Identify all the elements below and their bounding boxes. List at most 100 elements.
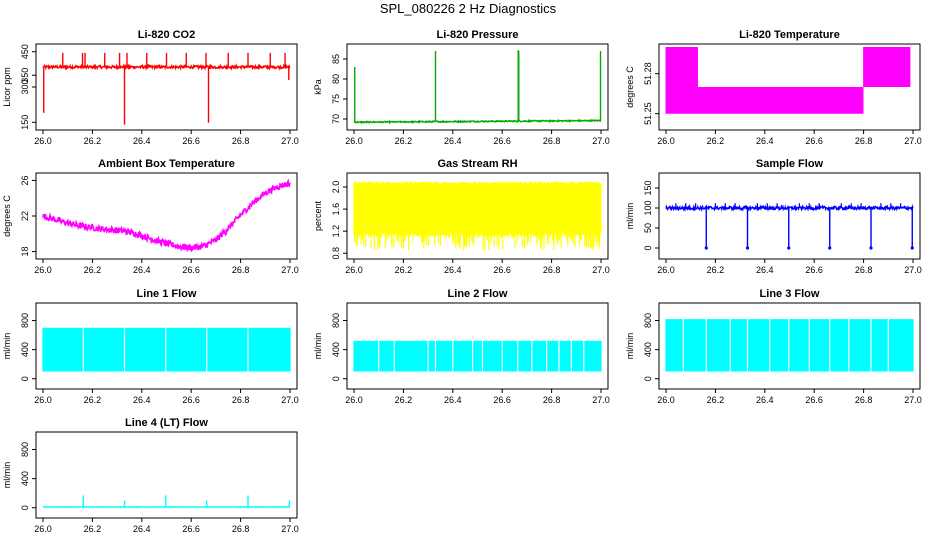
y-tick-label: 400 bbox=[20, 342, 30, 357]
x-tick-label: 27.0 bbox=[592, 395, 610, 405]
x-tick-label: 26.0 bbox=[345, 395, 363, 405]
y-tick-label: 80 bbox=[331, 74, 341, 84]
series-line bbox=[42, 52, 291, 125]
x-tick-label: 26.2 bbox=[84, 395, 102, 405]
y-tick-label: 800 bbox=[331, 313, 341, 328]
x-tick-label: 26.6 bbox=[805, 395, 823, 405]
y-tick-label: 26 bbox=[20, 175, 30, 185]
x-tick-label: 26.0 bbox=[345, 136, 363, 146]
x-tick-label: 26.4 bbox=[756, 395, 774, 405]
plot-frame bbox=[658, 302, 921, 390]
y-tick-label: 51.28 bbox=[643, 62, 653, 85]
x-tick-label: 26.2 bbox=[707, 395, 725, 405]
x-tick-label: 26.2 bbox=[84, 136, 102, 146]
x-tick-label: 26.4 bbox=[444, 395, 462, 405]
y-tick-label: 0 bbox=[20, 505, 30, 510]
dip-point bbox=[704, 246, 708, 250]
plot-frame bbox=[35, 431, 298, 519]
y-axis-label: ml/min bbox=[625, 203, 635, 230]
chart-title: Line 3 Flow bbox=[760, 288, 820, 300]
y-tick-label: 1.2 bbox=[331, 225, 341, 238]
x-tick-label: 26.0 bbox=[657, 265, 675, 275]
x-tick-label: 26.0 bbox=[657, 136, 675, 146]
plot-frame bbox=[346, 172, 609, 260]
plot-frame bbox=[658, 172, 921, 260]
chart-panel-2: Li-820 Pressure kPa 26.0 26.2 26.4 26.6 26.8 27… bbox=[313, 29, 610, 146]
y-tick-label: 85 bbox=[331, 54, 341, 64]
chart-title: Line 1 Flow bbox=[137, 288, 197, 300]
y-axis-label: ml/min bbox=[625, 333, 635, 360]
chart-panel-4: Ambient Box Temperature degrees C 26.0 26.2… bbox=[2, 158, 299, 275]
chart-panel-8: Line 2 Flow ml/min 26.0 26.2 26.4 26.6 26.8 27.… bbox=[313, 288, 610, 405]
dip-point bbox=[869, 246, 873, 250]
y-tick-label: 150 bbox=[20, 115, 30, 130]
y-axis-label: ml/min bbox=[2, 333, 12, 360]
y-tick-label: 300 bbox=[20, 79, 30, 94]
y-axis-label: percent bbox=[313, 200, 323, 231]
x-tick-label: 27.0 bbox=[592, 136, 610, 146]
chart-title: Line 4 (LT) Flow bbox=[125, 417, 208, 429]
x-tick-label: 27.0 bbox=[281, 395, 299, 405]
x-tick-label: 26.8 bbox=[543, 136, 561, 146]
chart-title: Sample Flow bbox=[756, 158, 824, 170]
plot-frame bbox=[346, 302, 609, 390]
chart-title: Ambient Box Temperature bbox=[98, 158, 235, 170]
x-tick-label: 26.4 bbox=[133, 265, 151, 275]
y-tick-label: 22 bbox=[20, 211, 30, 221]
x-tick-label: 26.6 bbox=[182, 265, 200, 275]
x-tick-label: 26.4 bbox=[444, 265, 462, 275]
chart-panel-1: Li-820 CO2 Licor ppm 26.0 26.2 26.4 26.6 26.8 2… bbox=[2, 29, 299, 146]
plot-frame bbox=[35, 302, 298, 390]
series-line bbox=[665, 318, 914, 373]
x-tick-label: 26.6 bbox=[805, 265, 823, 275]
series-line bbox=[665, 203, 914, 250]
x-tick-label: 26.8 bbox=[855, 136, 873, 146]
x-tick-label: 26.0 bbox=[34, 136, 52, 146]
y-tick-label: 800 bbox=[643, 313, 653, 328]
y-axis-label: kPa bbox=[313, 79, 323, 95]
x-tick-label: 26.8 bbox=[543, 265, 561, 275]
series-line bbox=[42, 495, 291, 509]
y-tick-label: 350 bbox=[20, 68, 30, 83]
y-tick-label: 0 bbox=[331, 376, 341, 381]
plot-frame bbox=[346, 43, 609, 131]
chart-title: Li-820 Temperature bbox=[739, 29, 840, 41]
x-tick-label: 27.0 bbox=[904, 265, 922, 275]
x-tick-label: 26.8 bbox=[232, 265, 250, 275]
series-line bbox=[353, 181, 602, 251]
x-tick-label: 26.2 bbox=[395, 136, 413, 146]
x-tick-label: 26.4 bbox=[133, 136, 151, 146]
chart-panel-3: Li-820 Temperature degrees C 26.0 26.2 26.4 2… bbox=[625, 29, 922, 146]
x-tick-label: 26.0 bbox=[657, 395, 675, 405]
x-tick-label: 27.0 bbox=[904, 395, 922, 405]
y-tick-label: 18 bbox=[20, 247, 30, 257]
x-tick-label: 26.8 bbox=[855, 395, 873, 405]
dip-point bbox=[828, 246, 832, 250]
y-tick-label: 1.6 bbox=[331, 203, 341, 216]
x-tick-label: 27.0 bbox=[592, 265, 610, 275]
y-tick-label: 70 bbox=[331, 114, 341, 124]
y-axis-label: Licor ppm bbox=[2, 67, 12, 107]
x-tick-label: 26.6 bbox=[182, 524, 200, 534]
x-tick-label: 27.0 bbox=[281, 265, 299, 275]
x-tick-label: 26.6 bbox=[805, 136, 823, 146]
chart-title: Li-820 CO2 bbox=[138, 29, 195, 41]
series-line bbox=[353, 339, 602, 373]
x-tick-label: 26.4 bbox=[444, 136, 462, 146]
x-tick-label: 26.6 bbox=[182, 136, 200, 146]
dip-point bbox=[787, 246, 791, 250]
x-tick-label: 26.0 bbox=[34, 524, 52, 534]
y-tick-label: 400 bbox=[331, 342, 341, 357]
y-tick-label: 400 bbox=[643, 342, 653, 357]
y-tick-label: 800 bbox=[20, 442, 30, 457]
y-tick-label: 75 bbox=[331, 94, 341, 104]
x-tick-label: 26.6 bbox=[182, 395, 200, 405]
series-line bbox=[353, 50, 602, 125]
dip-point bbox=[745, 246, 750, 250]
y-tick-label: 2.0 bbox=[331, 181, 341, 194]
dip-point bbox=[910, 246, 914, 250]
y-tick-label: 800 bbox=[20, 313, 30, 328]
x-tick-label: 26.8 bbox=[232, 524, 250, 534]
plot-frame bbox=[658, 43, 921, 131]
